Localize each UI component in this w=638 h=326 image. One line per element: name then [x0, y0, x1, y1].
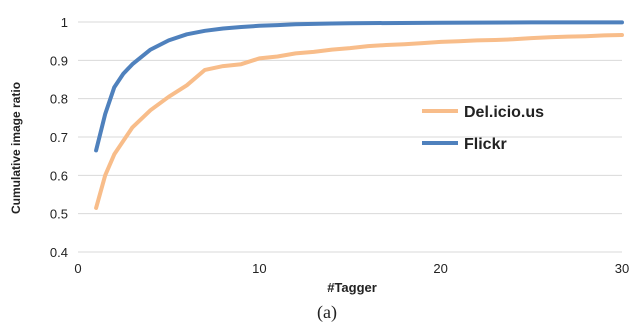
x-tick-label: 0 — [74, 261, 81, 276]
x-tick-label: 20 — [433, 261, 447, 276]
y-tick-label: 0.5 — [50, 207, 68, 222]
y-tick-label: 0.8 — [50, 92, 68, 107]
y-axis-title: Cumulative image ratio — [9, 82, 23, 214]
series-line-del-icio-us — [94, 33, 624, 210]
y-tick-label: 0.7 — [50, 130, 68, 145]
y-tick-label: 0.9 — [50, 53, 68, 68]
series-layer — [94, 20, 624, 210]
gridlines — [78, 21, 622, 253]
x-tick-label: 10 — [252, 261, 266, 276]
legend-label: Del.icio.us — [464, 104, 544, 121]
legend-label: Flickr — [464, 136, 507, 153]
y-tick-label: 0.6 — [50, 168, 68, 183]
x-tick-label: 30 — [615, 261, 629, 276]
y-tick-labels: 0.4 0.5 0.6 0.7 0.8 0.9 1 — [50, 15, 68, 260]
x-axis-title: #Tagger — [327, 280, 377, 295]
series-line-flickr — [94, 20, 624, 153]
y-tick-label: 1 — [61, 15, 68, 30]
figure-caption: (a) — [317, 302, 337, 323]
y-tick-label: 0.4 — [50, 245, 68, 260]
legend: Del.icio.us Flickr — [422, 104, 544, 153]
x-tick-labels: 0 10 20 30 — [74, 261, 629, 276]
